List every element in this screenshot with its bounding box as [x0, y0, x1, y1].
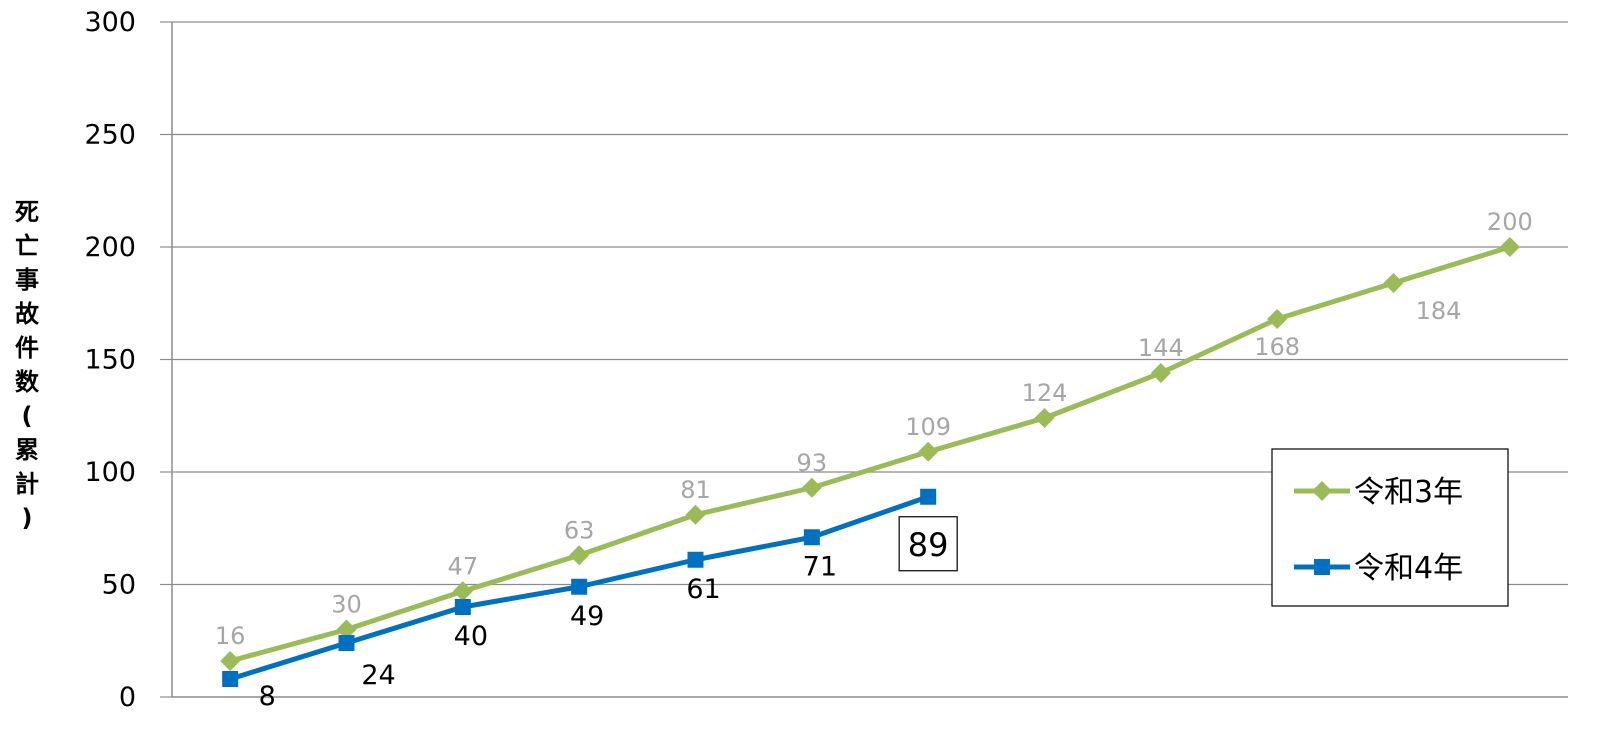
data-label: 109: [905, 413, 951, 441]
data-point: [569, 545, 590, 566]
y-axis-label-char: 計: [15, 470, 39, 498]
data-point: [338, 635, 355, 651]
y-tick-labels: 0 50 100 150 200 250 300: [84, 7, 136, 713]
y-tick-label: 0: [119, 682, 136, 713]
data-point: [801, 477, 822, 498]
data-point: [920, 488, 937, 505]
y-tick-label: 150: [84, 345, 136, 376]
data-label: 124: [1022, 379, 1068, 407]
data-label: 16: [215, 622, 246, 650]
legend-label: 令和4年: [1354, 551, 1463, 586]
series-line: [229, 244, 1511, 664]
data-label: 63: [564, 516, 595, 544]
data-labels: 16 30 47 63 81 93 109 124 144 168 184 200 8 24 40 49 61 7…: [215, 208, 1533, 712]
y-tick-label: 50: [102, 570, 136, 601]
legend-label: 令和3年: [1354, 475, 1463, 510]
y-axis-label-char: ): [21, 504, 33, 532]
data-point: [918, 441, 939, 462]
data-point: [1034, 408, 1055, 428]
legend-marker: [1312, 481, 1332, 501]
data-point: [336, 619, 357, 640]
axes: [160, 21, 1568, 698]
legend-box: [1271, 448, 1509, 607]
data-point: [803, 529, 820, 546]
y-axis-label-char: 件: [15, 334, 39, 362]
data-label: 168: [1254, 333, 1300, 361]
y-axis-label-char: 死: [15, 198, 39, 226]
data-point: [687, 551, 704, 568]
y-axis-label-char: 亡: [15, 232, 39, 260]
data-label: 8: [259, 681, 276, 712]
data-point: [685, 504, 706, 525]
data-label: 71: [803, 551, 837, 582]
data-point: [222, 671, 239, 687]
y-tick-label: 100: [84, 457, 136, 488]
data-label-box: [898, 516, 958, 572]
data-label: 200: [1487, 208, 1533, 236]
y-tick-label: 300: [84, 7, 136, 38]
data-point: [454, 599, 471, 615]
data-label: 24: [361, 660, 395, 691]
y-axis-label-char: (: [21, 402, 33, 430]
y-axis-label-char: 数: [15, 368, 39, 396]
y-axis-label-char: 事: [15, 266, 39, 294]
data-label: 49: [570, 601, 604, 632]
data-point: [571, 578, 588, 595]
data-label: 47: [448, 552, 479, 580]
data-point: [452, 581, 473, 602]
y-axis-label-char: 累: [15, 436, 39, 464]
data-label: 81: [680, 476, 711, 504]
data-label: 184: [1416, 297, 1462, 325]
data-point: [220, 651, 241, 671]
data-label: 93: [797, 449, 828, 477]
data-point: [1267, 309, 1288, 329]
y-axis-label-char: 故: [15, 300, 39, 328]
data-point: [1499, 237, 1520, 257]
y-axis-label: 死亡事故件数 ( 累計): [8, 195, 46, 535]
data-point: [1150, 363, 1171, 383]
y-tick-label: 250: [84, 120, 136, 151]
y-tick-label: 200: [84, 232, 136, 263]
data-label: 144: [1138, 334, 1184, 362]
data-label: 61: [686, 574, 720, 605]
data-point: [1383, 273, 1404, 293]
data-label: 40: [454, 621, 488, 652]
series: [220, 237, 1520, 687]
legend-marker: [1314, 559, 1330, 575]
data-label: 30: [331, 591, 362, 619]
data-label: 89: [908, 526, 949, 564]
